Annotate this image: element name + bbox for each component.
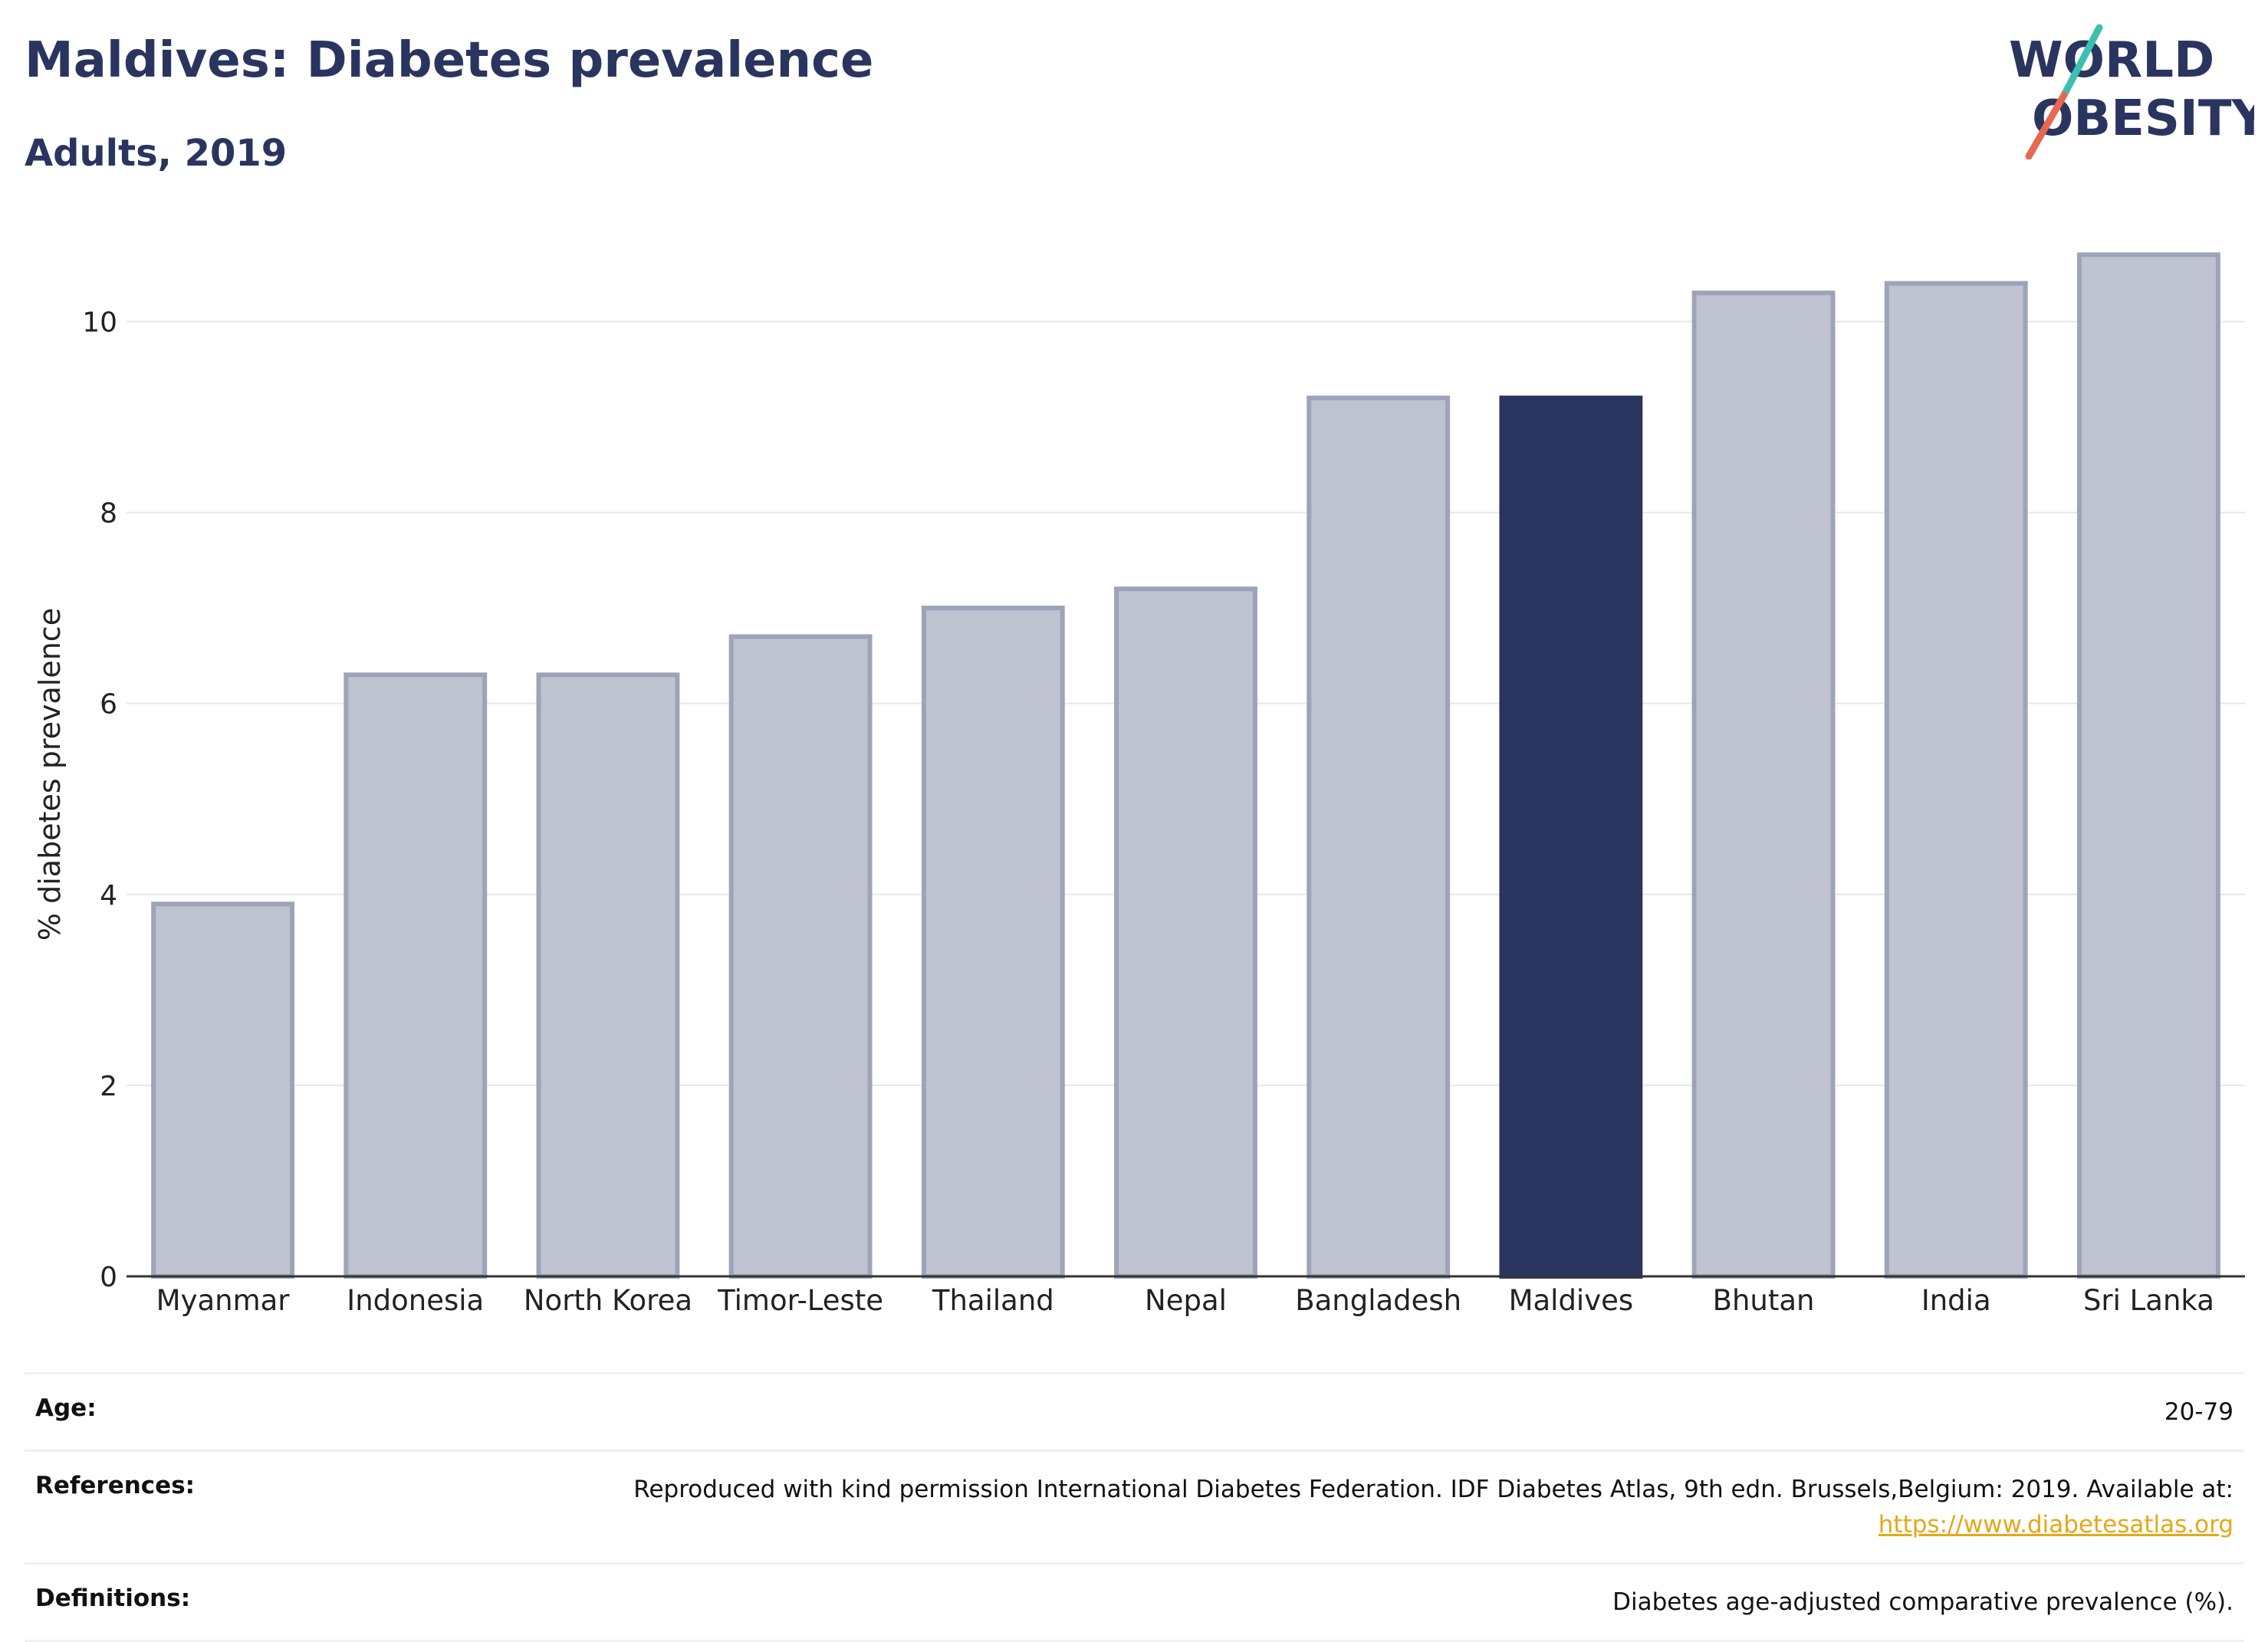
chart-metadata-table: Age: 20-79 References: Reproduced with k…: [25, 1372, 2244, 1642]
bar-india: [1884, 281, 2028, 1279]
meta-row-definitions: Definitions: Diabetes age-adjusted compa…: [25, 1562, 2244, 1642]
bar-myanmar: [151, 901, 295, 1279]
chart-bars: [151, 252, 2220, 1279]
definitions-value: Diabetes age-adjusted comparative preval…: [1612, 1588, 2233, 1616]
bar-chart: 0 2 4 6 8 10 Myanmar Indonesia North Korea Timor…: [33, 252, 2245, 1317]
x-tick-label: North Korea: [524, 1284, 692, 1317]
bar-timor-leste: [728, 634, 873, 1279]
bar-indonesia: [343, 672, 488, 1279]
meta-row-age: Age: 20-79: [25, 1372, 2244, 1450]
bar-bhutan: [1691, 291, 1836, 1279]
bar-north-korea: [536, 672, 680, 1279]
logo-line-obesity: OBESITY: [2032, 90, 2254, 147]
bar-nepal: [1114, 586, 1257, 1279]
x-axis-ticks: Myanmar Indonesia North Korea Timor-Leste Th…: [156, 1284, 2214, 1317]
y-axis-label: % diabetes prevalence: [33, 608, 67, 941]
bar-maldives: [1499, 396, 1643, 1279]
y-tick-label: 2: [100, 1071, 117, 1102]
logo-slash-bottom: [2025, 91, 2068, 159]
definitions-label: Definitions:: [35, 1585, 191, 1612]
y-tick-label: 10: [82, 307, 117, 338]
meta-row-references: References: Reproduced with kind permiss…: [25, 1450, 2244, 1562]
x-tick-label: Timor-Leste: [717, 1284, 883, 1317]
x-tick-label: Maldives: [1509, 1284, 1634, 1317]
y-tick-label: 6: [100, 689, 117, 721]
bar-bangladesh: [1307, 396, 1451, 1279]
y-tick-label: 0: [100, 1262, 117, 1293]
references-link[interactable]: https://www.diabetesatlas.org: [1878, 1511, 2233, 1539]
logo-line-world: WORLD: [2009, 32, 2214, 89]
age-value: 20-79: [2164, 1398, 2233, 1426]
bar-thailand: [921, 606, 1065, 1279]
x-tick-label: Nepal: [1145, 1284, 1227, 1317]
x-tick-label: Sri Lanka: [2083, 1284, 2214, 1317]
y-axis-ticks: 0 2 4 6 8 10: [82, 307, 117, 1293]
page-subtitle: Adults, 2019: [25, 132, 288, 175]
references-text: Reproduced with kind permission Internat…: [633, 1476, 2233, 1503]
age-label: Age:: [35, 1394, 97, 1422]
logo-slash-top: [2060, 24, 2103, 99]
x-tick-label: Bhutan: [1713, 1284, 1815, 1317]
world-obesity-logo: WORLD OBESITY: [2009, 24, 2254, 159]
x-tick-label: India: [1921, 1284, 1991, 1317]
x-tick-label: Myanmar: [156, 1284, 291, 1317]
x-tick-label: Bangladesh: [1295, 1284, 1461, 1317]
y-tick-label: 8: [100, 498, 117, 530]
bar-sri-lanka: [2076, 252, 2220, 1279]
x-tick-label: Indonesia: [347, 1284, 484, 1317]
y-tick-label: 4: [100, 880, 117, 911]
references-label: References:: [35, 1472, 196, 1499]
page-title: Maldives: Diabetes prevalence: [25, 32, 874, 89]
x-tick-label: Thailand: [932, 1284, 1054, 1317]
